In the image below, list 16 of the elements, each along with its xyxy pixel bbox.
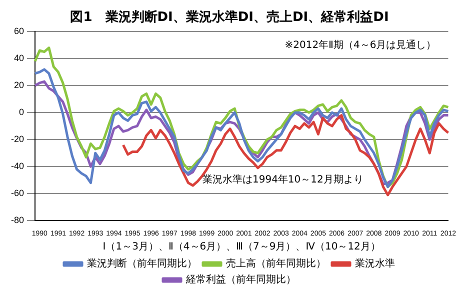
y-tick-label: 60 xyxy=(14,26,24,36)
y-tick-label: 0 xyxy=(18,107,24,118)
legend-label: 経常利益（前年同期比） xyxy=(185,274,296,286)
legend-label: 業況水準 xyxy=(355,258,395,270)
annotation: 業況水準は1994年10～12月期より xyxy=(202,174,364,186)
legend-label: 業況判断（前年同期比） xyxy=(87,258,197,270)
y-tick-label: 40 xyxy=(14,53,24,64)
annotation: ※2012年Ⅱ期（4～6月は見通し） xyxy=(284,39,436,52)
chart-title: 図1 業況判断DI、業況水準DI、売上DI、経常利益DI xyxy=(70,9,389,26)
y-tick-label: -80 xyxy=(10,215,24,226)
y-tick-label: -20 xyxy=(10,134,24,144)
y-tick-label: -40 xyxy=(10,161,24,172)
x-axis-title: Ⅰ（1～3月）、Ⅱ（4～6月）、Ⅲ（7～9月）、Ⅳ（10～12月） xyxy=(102,242,380,253)
legend-label: 売上高（前年同期比） xyxy=(226,258,326,270)
y-tick-label: -60 xyxy=(10,188,24,198)
y-tick-label: 20 xyxy=(14,80,24,90)
